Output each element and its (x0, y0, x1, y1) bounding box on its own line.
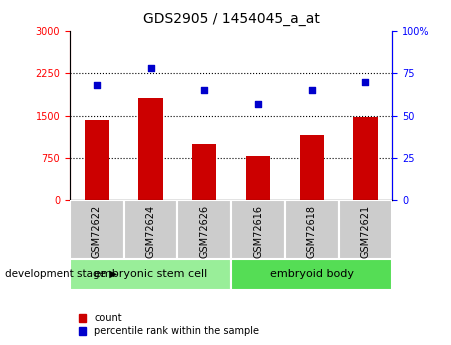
Text: embryoid body: embryoid body (270, 269, 354, 279)
Text: GSM72618: GSM72618 (307, 205, 317, 258)
FancyBboxPatch shape (124, 200, 177, 259)
Point (201, 87, 208, 93)
Bar (299, 135, 324, 200)
FancyBboxPatch shape (339, 200, 392, 259)
FancyBboxPatch shape (177, 200, 231, 259)
Bar (85, 120, 109, 200)
Point (362, 79, 369, 85)
FancyBboxPatch shape (70, 200, 124, 259)
Point (93, 82, 101, 88)
Text: GSM72624: GSM72624 (146, 205, 156, 258)
Title: GDS2905 / 1454045_a_at: GDS2905 / 1454045_a_at (143, 12, 320, 26)
Text: GSM72622: GSM72622 (92, 205, 102, 258)
FancyBboxPatch shape (231, 200, 285, 259)
Bar (192, 144, 216, 200)
Legend: count, percentile rank within the sample: count, percentile rank within the sample (75, 309, 263, 340)
Text: embryonic stem cell: embryonic stem cell (94, 269, 207, 279)
Text: GSM72621: GSM72621 (360, 205, 371, 258)
Point (147, 66, 154, 71)
Bar (138, 98, 163, 200)
FancyBboxPatch shape (70, 259, 231, 290)
Bar (246, 156, 270, 200)
Text: GSM72626: GSM72626 (199, 205, 209, 258)
Point (308, 87, 315, 93)
Text: development stage ▶: development stage ▶ (5, 269, 117, 279)
FancyBboxPatch shape (285, 200, 339, 259)
Point (254, 101, 262, 107)
Bar (354, 117, 377, 200)
Text: GSM72616: GSM72616 (253, 205, 263, 258)
FancyBboxPatch shape (231, 259, 392, 290)
